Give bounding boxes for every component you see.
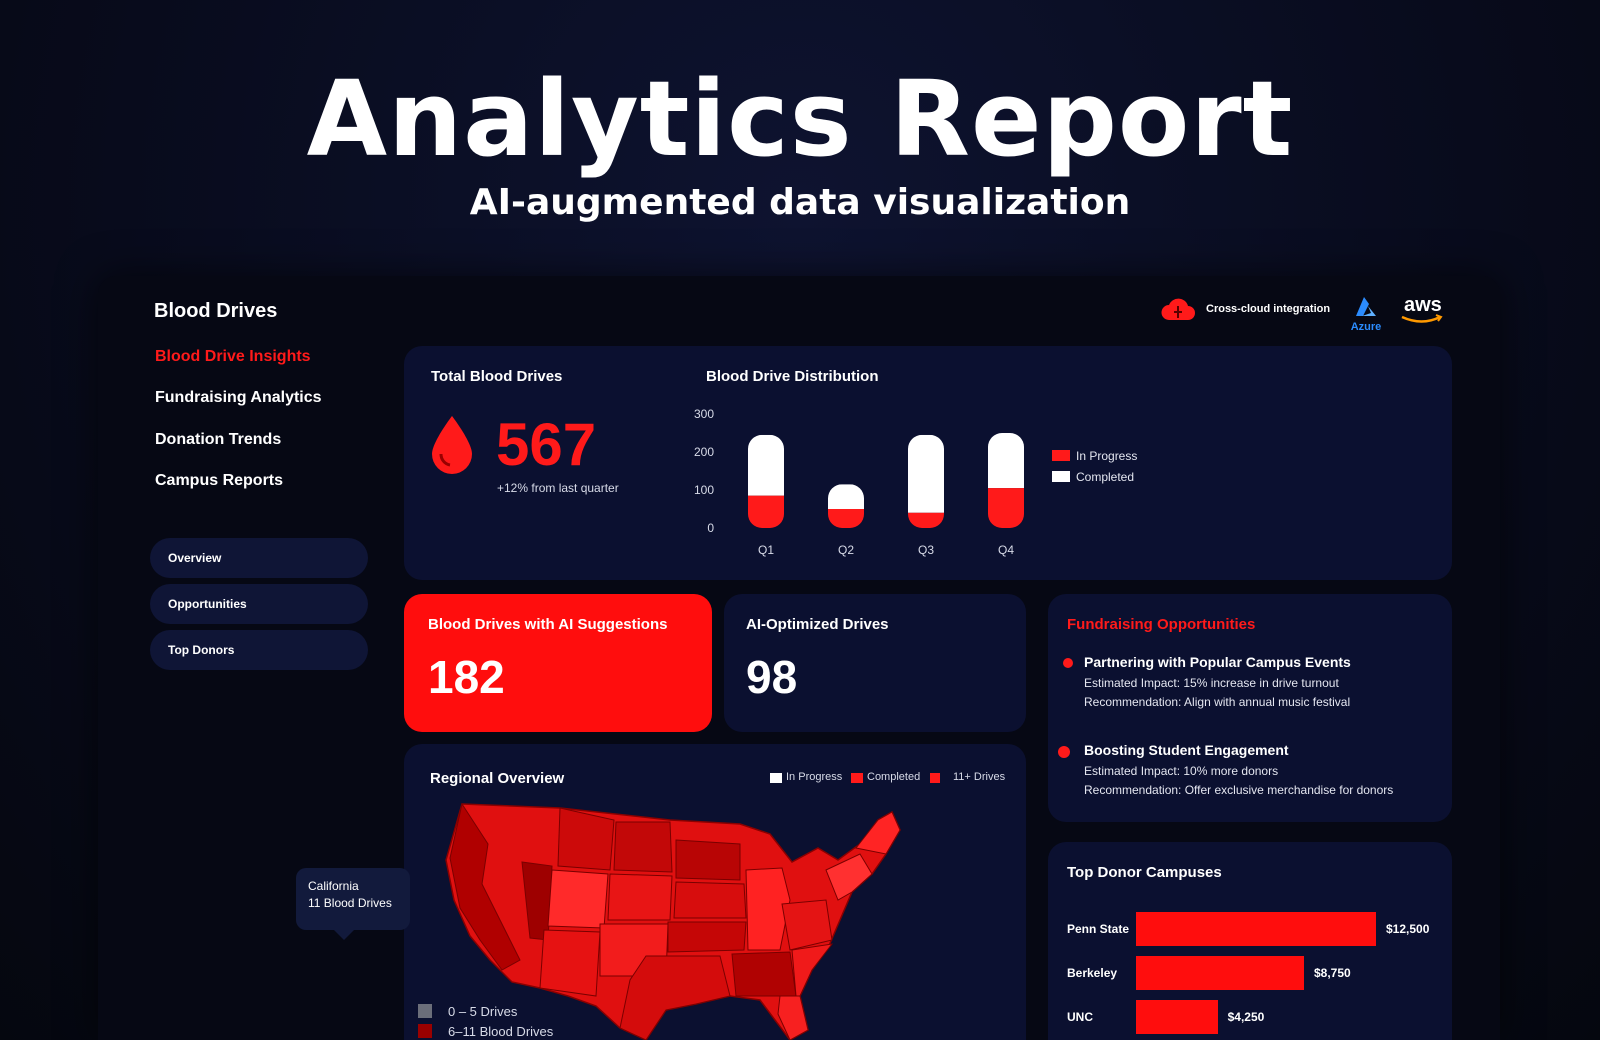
x-tick-label: Q1	[758, 543, 774, 557]
blood-drop-icon	[432, 416, 472, 474]
pill-top-donors[interactable]: Top Donors	[150, 630, 368, 670]
sidebar-item-donation-trends[interactable]: Donation Trends	[155, 431, 282, 448]
map-scale-swatch-high	[418, 1024, 432, 1038]
bar-completed	[828, 484, 864, 509]
bar-completed	[748, 434, 784, 496]
ai-suggestions-card	[404, 594, 712, 732]
opportunity-1-recommendation: Recommendation: Align with annual music …	[1084, 695, 1351, 709]
pill-opportunities[interactable]: Opportunities	[150, 584, 368, 624]
aws-smile-icon	[1401, 314, 1443, 323]
donor-bar	[1136, 1000, 1218, 1034]
fundraising-card	[1048, 594, 1452, 822]
legend-swatch	[770, 773, 782, 783]
bullet-icon	[1063, 658, 1073, 668]
donor-bar	[1136, 912, 1376, 946]
legend-label: Completed	[1076, 470, 1134, 484]
sidebar-item-campus-reports[interactable]: Campus Reports	[155, 472, 284, 489]
opportunity-2-title: Boosting Student Engagement	[1084, 742, 1289, 758]
cloud-integration: Cross-cloud integration	[1160, 294, 1330, 324]
bar-in-progress	[748, 495, 784, 528]
cloud-integration-label: Cross-cloud integration	[1206, 303, 1331, 315]
sidebar-item-fundraising-analytics[interactable]: Fundraising Analytics	[155, 389, 322, 406]
us-map[interactable]	[440, 800, 920, 1040]
bar-completed	[988, 433, 1024, 489]
legend-label: In Progress	[1076, 449, 1137, 463]
map-scale-swatch-low	[418, 1004, 432, 1018]
opportunity-1-impact: Estimated Impact: 15% increase in drive …	[1084, 676, 1339, 690]
regional-title: Regional Overview	[430, 770, 565, 787]
sidebar-item-blood-drive-insights[interactable]: Blood Drive Insights	[155, 348, 311, 365]
page-title: Analytics Report	[306, 58, 1294, 180]
cloud-icon	[1161, 298, 1195, 320]
total-drives-title: Total Blood Drives	[431, 368, 563, 385]
map-scale-low: 0 – 5 Drives	[448, 1004, 518, 1019]
ai-optimized-value: 98	[746, 651, 798, 703]
distribution-title: Blood Drive Distribution	[706, 368, 879, 385]
aws-logo: aws	[1401, 294, 1443, 323]
y-tick-label: 0	[707, 521, 714, 535]
y-tick-label: 300	[694, 407, 714, 421]
bar-in-progress	[908, 512, 944, 528]
bar-completed	[908, 434, 944, 513]
donor-bar-value: $8,750	[1314, 966, 1351, 980]
azure-label: Azure	[1350, 321, 1382, 333]
opportunity-2-recommendation: Recommendation: Offer exclusive merchand…	[1084, 783, 1394, 797]
tooltip-detail: 11 Blood Drives	[308, 896, 392, 910]
legend-swatch	[1052, 450, 1070, 461]
opportunity-2-impact: Estimated Impact: 10% more donors	[1084, 764, 1279, 778]
y-tick-label: 200	[694, 445, 714, 459]
donor-campus-label: Berkeley	[1067, 966, 1118, 980]
bullet-icon	[1058, 746, 1070, 758]
tooltip-state: California	[308, 879, 359, 893]
bar-in-progress	[988, 488, 1024, 528]
x-tick-label: Q3	[918, 543, 934, 557]
regional-legend-in-progress: In Progress	[786, 771, 843, 783]
y-tick-label: 100	[694, 483, 714, 497]
ai-optimized-title: AI-Optimized Drives	[746, 616, 889, 633]
map-scale-high: 6–11 Blood Drives	[448, 1024, 554, 1039]
legend-swatch	[1052, 471, 1070, 482]
total-drives-value: 567	[496, 411, 597, 478]
total-drives-change: +12% from last quarter	[497, 481, 619, 495]
page-subtitle: AI-augmented data visualization	[469, 182, 1131, 223]
x-tick-label: Q2	[838, 543, 854, 557]
map-tooltip: California 11 Blood Drives	[296, 868, 410, 940]
distribution-chart: 0 100 200 300 Q1 Q2 Q3 Q4 In Progress Completed	[694, 407, 1137, 557]
x-tick-label: Q4	[998, 543, 1014, 557]
azure-icon	[1356, 297, 1376, 316]
donor-bar-value: $4,250	[1227, 1010, 1265, 1024]
regional-legend-eleven-plus: 11+ Drives	[953, 771, 1006, 783]
bar-in-progress	[828, 509, 864, 528]
ai-optimized-card	[724, 594, 1026, 732]
opportunity-1-title: Partnering with Popular Campus Events	[1084, 654, 1351, 670]
pill-overview[interactable]: Overview	[150, 538, 368, 578]
fundraising-title: Fundraising Opportunities	[1067, 616, 1256, 633]
legend-swatch	[930, 773, 940, 783]
regional-legend-completed: Completed	[867, 771, 921, 783]
aws-label: aws	[1404, 294, 1442, 316]
sidebar-title: Blood Drives	[154, 300, 278, 322]
donor-bar-value: $12,500	[1386, 922, 1430, 936]
ai-suggestions-title: Blood Drives with AI Suggestions	[428, 616, 668, 633]
legend-swatch	[851, 773, 863, 783]
donor-campus-label: UNC	[1067, 1010, 1093, 1024]
azure-logo: Azure	[1348, 296, 1384, 333]
ai-suggestions-value: 182	[428, 651, 505, 703]
top-donors-title: Top Donor Campuses	[1067, 864, 1222, 881]
donor-bar	[1136, 956, 1304, 990]
donor-campus-label: Penn State	[1067, 922, 1130, 936]
